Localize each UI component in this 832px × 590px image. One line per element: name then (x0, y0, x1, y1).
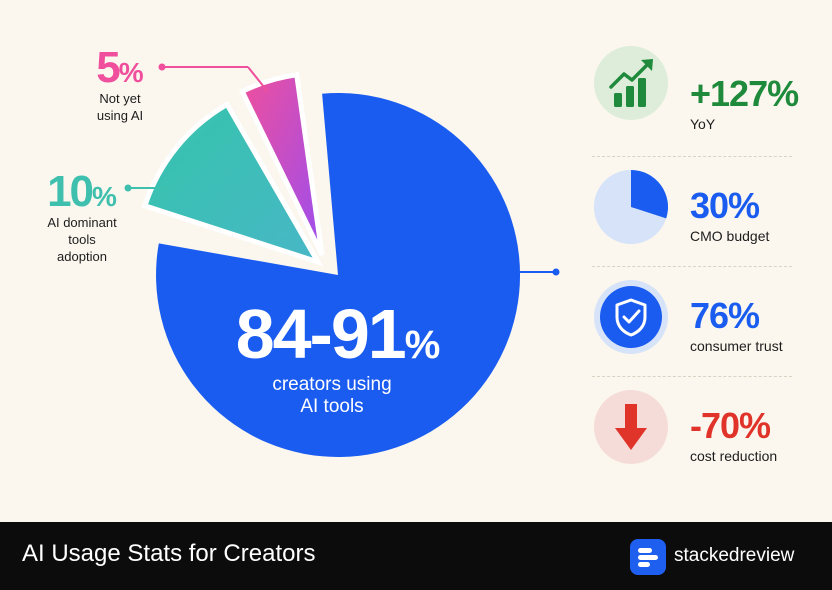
caption-ai-dominant: adoption (57, 249, 107, 264)
brand-logo-icon (630, 539, 666, 575)
stat-caption: cost reduction (690, 448, 778, 464)
divider (592, 266, 792, 267)
leader-dot-creators (552, 268, 560, 276)
caption-creators: creators using (272, 374, 391, 395)
infographic: 5% Not yet using AI 10% AI dominant tools adop… (47, 43, 799, 500)
stat-trust: 76% consumer trust (592, 280, 792, 390)
stat-value: 76% (690, 295, 760, 336)
caption-ai-dominant: tools (68, 232, 96, 247)
caption-not-yet: using AI (97, 108, 143, 123)
stat-caption: consumer trust (690, 338, 783, 354)
value-label-not-yet: 5% (96, 43, 143, 92)
pie-slice-ai-dominant-tools (141, 100, 324, 267)
pie-slice-not-yet-using-ai (238, 71, 325, 257)
footer-bar: AI Usage Stats for Creators stackedrevie… (0, 522, 832, 590)
leader-dot-ai-dominant (124, 184, 132, 192)
caption-not-yet: Not yet (99, 91, 141, 106)
pie-slice-creators-using-ai (156, 93, 521, 458)
stat-caption: YoY (690, 116, 716, 132)
stat-value: 30% (690, 185, 760, 226)
pie-chart: 5%Not yet using AI 10%AI dominant tools adop… (47, 43, 560, 458)
leader-dot-not-yet (158, 63, 166, 71)
caption-creators: AI tools (300, 396, 363, 417)
shield-check-icon (594, 280, 668, 354)
growth-chart-icon (594, 46, 668, 120)
value-label-creators: 84-91% (236, 295, 441, 373)
divider (592, 156, 792, 157)
stat-value: -70% (690, 405, 771, 446)
pie-segment-icon (594, 170, 668, 244)
leader-line-not-yet (247, 66, 269, 93)
brand-name: stackedreview (674, 545, 795, 566)
divider (592, 376, 792, 377)
stat-caption: CMO budget (690, 228, 770, 244)
stat-value: +127% (690, 73, 799, 114)
down-arrow-icon (594, 390, 668, 464)
stat-cost: -70% cost reduction (592, 390, 792, 500)
value-label-ai-dominant: 10% (47, 167, 117, 216)
page-title: AI Usage Stats for Creators (22, 540, 316, 567)
stat-growth: +127% YoY (592, 46, 799, 156)
caption-ai-dominant: AI dominant (47, 215, 117, 230)
stat-budget: 30% CMO budget (592, 170, 792, 280)
